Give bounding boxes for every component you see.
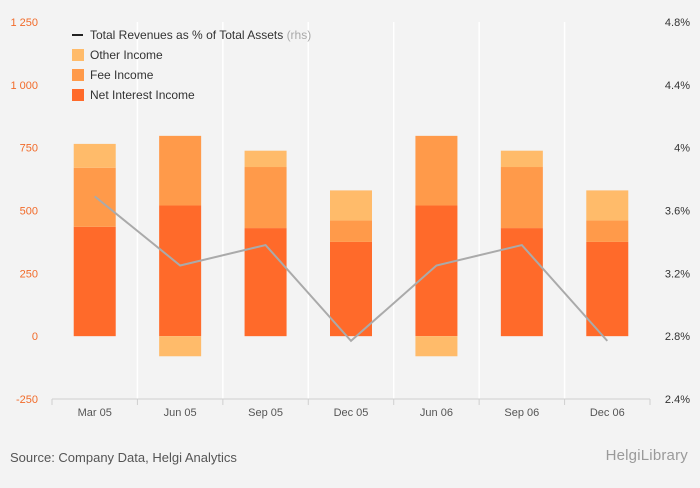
x-tick-label: Dec 05 — [334, 407, 369, 419]
bar-net-interest-income — [159, 205, 202, 337]
y-left-tick-label: -250 — [16, 394, 38, 406]
legend-swatch — [72, 89, 84, 101]
bar-other-income — [586, 190, 629, 221]
y-right-tick-label: 3.2% — [665, 268, 690, 280]
y-left-tick-label: 250 — [20, 268, 38, 280]
x-tick-label: Dec 06 — [590, 407, 625, 419]
x-tick-label: Jun 06 — [420, 407, 453, 419]
bar-other-income — [159, 336, 202, 357]
bar-fee-income — [415, 135, 458, 206]
legend-label: Total Revenues as % of Total Assets (rhs… — [90, 28, 311, 42]
bar-net-interest-income — [586, 241, 629, 337]
bar-other-income — [500, 150, 543, 168]
y-right-tick-label: 4.8% — [665, 17, 690, 29]
bar-fee-income — [330, 220, 372, 242]
legend-swatch — [72, 49, 84, 61]
y-left-tick-label: 750 — [20, 143, 38, 155]
y-left-tick-label: 500 — [20, 206, 38, 218]
y-left-tick-label: 1 000 — [10, 80, 38, 92]
bar-net-interest-income — [330, 241, 372, 337]
bar-fee-income — [159, 135, 202, 206]
bar-net-interest-income — [73, 226, 116, 337]
bar-fee-income — [500, 167, 543, 229]
x-tick-label: Mar 05 — [78, 407, 112, 419]
legend-swatch — [72, 69, 84, 81]
x-tick-label: Jun 05 — [164, 407, 197, 419]
legend-label: Net Interest Income — [90, 88, 195, 102]
bar-other-income — [244, 150, 287, 168]
bar-other-income — [415, 336, 458, 357]
y-left-tick-label: 1 250 — [10, 17, 38, 29]
x-tick-label: Sep 06 — [504, 407, 539, 419]
source-note: Source: Company Data, Helgi Analytics — [10, 450, 237, 465]
bar-other-income — [330, 190, 372, 221]
y-right-tick-label: 2.4% — [665, 394, 690, 406]
y-right-tick-label: 2.8% — [665, 331, 690, 343]
line-total-revenues — [94, 195, 609, 343]
bar-net-interest-income — [415, 205, 458, 337]
y-right-tick-label: 4% — [674, 143, 690, 155]
y-right-tick-label: 3.6% — [665, 206, 690, 218]
y-right-tick-label: 4.4% — [665, 80, 690, 92]
bar-other-income — [73, 143, 116, 168]
legend-rhs-note: (rhs) — [287, 28, 312, 42]
x-tick-label: Sep 05 — [248, 407, 283, 419]
brand-logo: HelgiLibrary — [605, 447, 688, 464]
bar-fee-income — [244, 167, 287, 229]
legend-label: Other Income — [90, 48, 163, 62]
y-left-tick-label: 0 — [32, 331, 38, 343]
bar-fee-income — [586, 220, 629, 242]
legend-label: Fee Income — [90, 68, 154, 82]
